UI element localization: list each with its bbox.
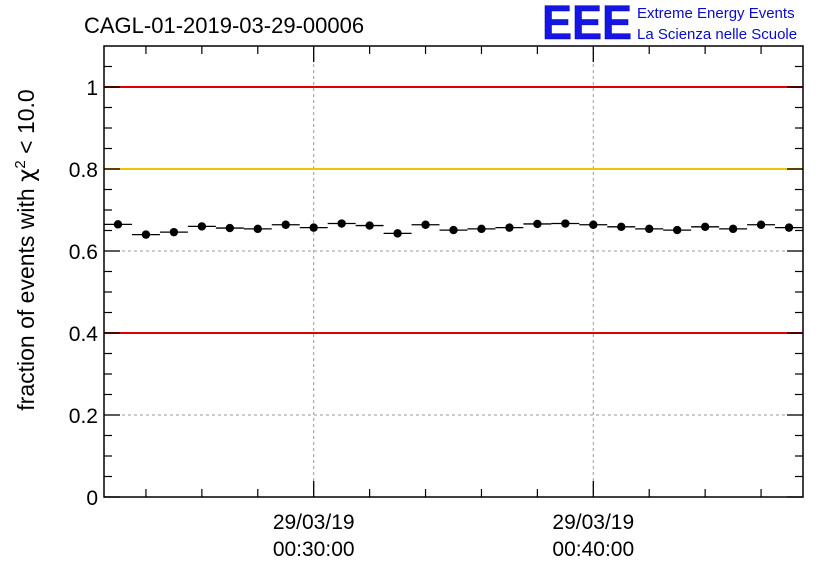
y-tick-label: 0: [86, 487, 98, 510]
point-marker: [281, 220, 290, 229]
y-tick-label: 0.8: [69, 159, 98, 182]
data-point: [467, 224, 496, 234]
point-marker: [617, 222, 626, 232]
reference-lines: [104, 86, 803, 334]
point-marker: [589, 220, 598, 229]
data-point: [327, 219, 356, 228]
point-marker: [728, 224, 738, 234]
x-tick-label-date: 29/03/19: [552, 511, 634, 534]
y-tick-label: 0.4: [69, 323, 99, 346]
eee-logo: EEE Extreme Energy Events La Scienza nel…: [542, 0, 797, 50]
point-marker: [784, 223, 794, 232]
chart-title: CAGL-01-2019-03-29-00006: [84, 13, 364, 38]
logo-text: EEE: [542, 0, 632, 50]
data-point: [215, 223, 244, 233]
point-marker: [421, 220, 430, 229]
data-point: [104, 220, 132, 229]
plot-frame: [103, 45, 804, 498]
data-point: [775, 223, 803, 232]
data-point: [243, 224, 272, 234]
point-marker: [253, 224, 262, 234]
point-marker: [645, 224, 654, 234]
point-marker: [169, 227, 179, 237]
data-point: [747, 220, 776, 229]
x-tick-label-time: 00:30:00: [273, 538, 355, 561]
data-point: [411, 220, 440, 229]
y-tick-label: 0.6: [69, 241, 98, 264]
data-point: [271, 220, 300, 229]
data-point: [159, 227, 188, 237]
point-marker: [337, 219, 346, 228]
data-point: [299, 223, 328, 232]
point-marker: [113, 220, 123, 229]
data-points: [104, 219, 803, 239]
point-marker: [700, 222, 710, 232]
data-point: [579, 220, 608, 229]
grid: [104, 46, 803, 497]
data-point: [355, 221, 384, 230]
data-point: [551, 219, 580, 228]
point-marker: [141, 230, 151, 239]
logo-line-1: Extreme Energy Events: [637, 5, 795, 22]
x-tick-label-time: 00:40:00: [552, 538, 634, 561]
tick-labels: 0 0.2 0.4 0.6 0.8 1 29/03/19 00:30:00 29/03/19 00…: [69, 77, 634, 561]
y-tick-label: 1: [86, 77, 98, 100]
data-point: [691, 222, 720, 232]
data-point: [187, 222, 216, 231]
y-tick-label: 0.2: [69, 405, 98, 428]
point-marker: [449, 225, 458, 235]
axis-ticks: [104, 46, 803, 498]
data-point: [495, 223, 524, 232]
data-point: [663, 225, 692, 235]
data-point: [607, 222, 636, 232]
point-marker: [756, 220, 766, 229]
point-marker: [505, 223, 514, 232]
point-marker: [561, 219, 570, 228]
data-point: [523, 219, 552, 229]
y-axis-label: fraction of events with χ2 < 10.0: [12, 89, 40, 410]
point-marker: [365, 221, 374, 230]
data-point: [383, 229, 412, 238]
point-marker: [533, 219, 542, 229]
data-point: [719, 224, 748, 234]
point-marker: [197, 222, 207, 231]
point-marker: [477, 224, 486, 234]
data-point: [635, 224, 664, 234]
point-marker: [393, 229, 402, 238]
point-marker: [225, 223, 235, 233]
point-marker: [309, 223, 318, 232]
data-point: [439, 225, 468, 235]
point-marker: [672, 225, 682, 235]
x-tick-label-date: 29/03/19: [273, 511, 355, 534]
data-point: [131, 230, 160, 239]
logo-line-2: La Scienza nelle Scuole: [637, 26, 797, 43]
